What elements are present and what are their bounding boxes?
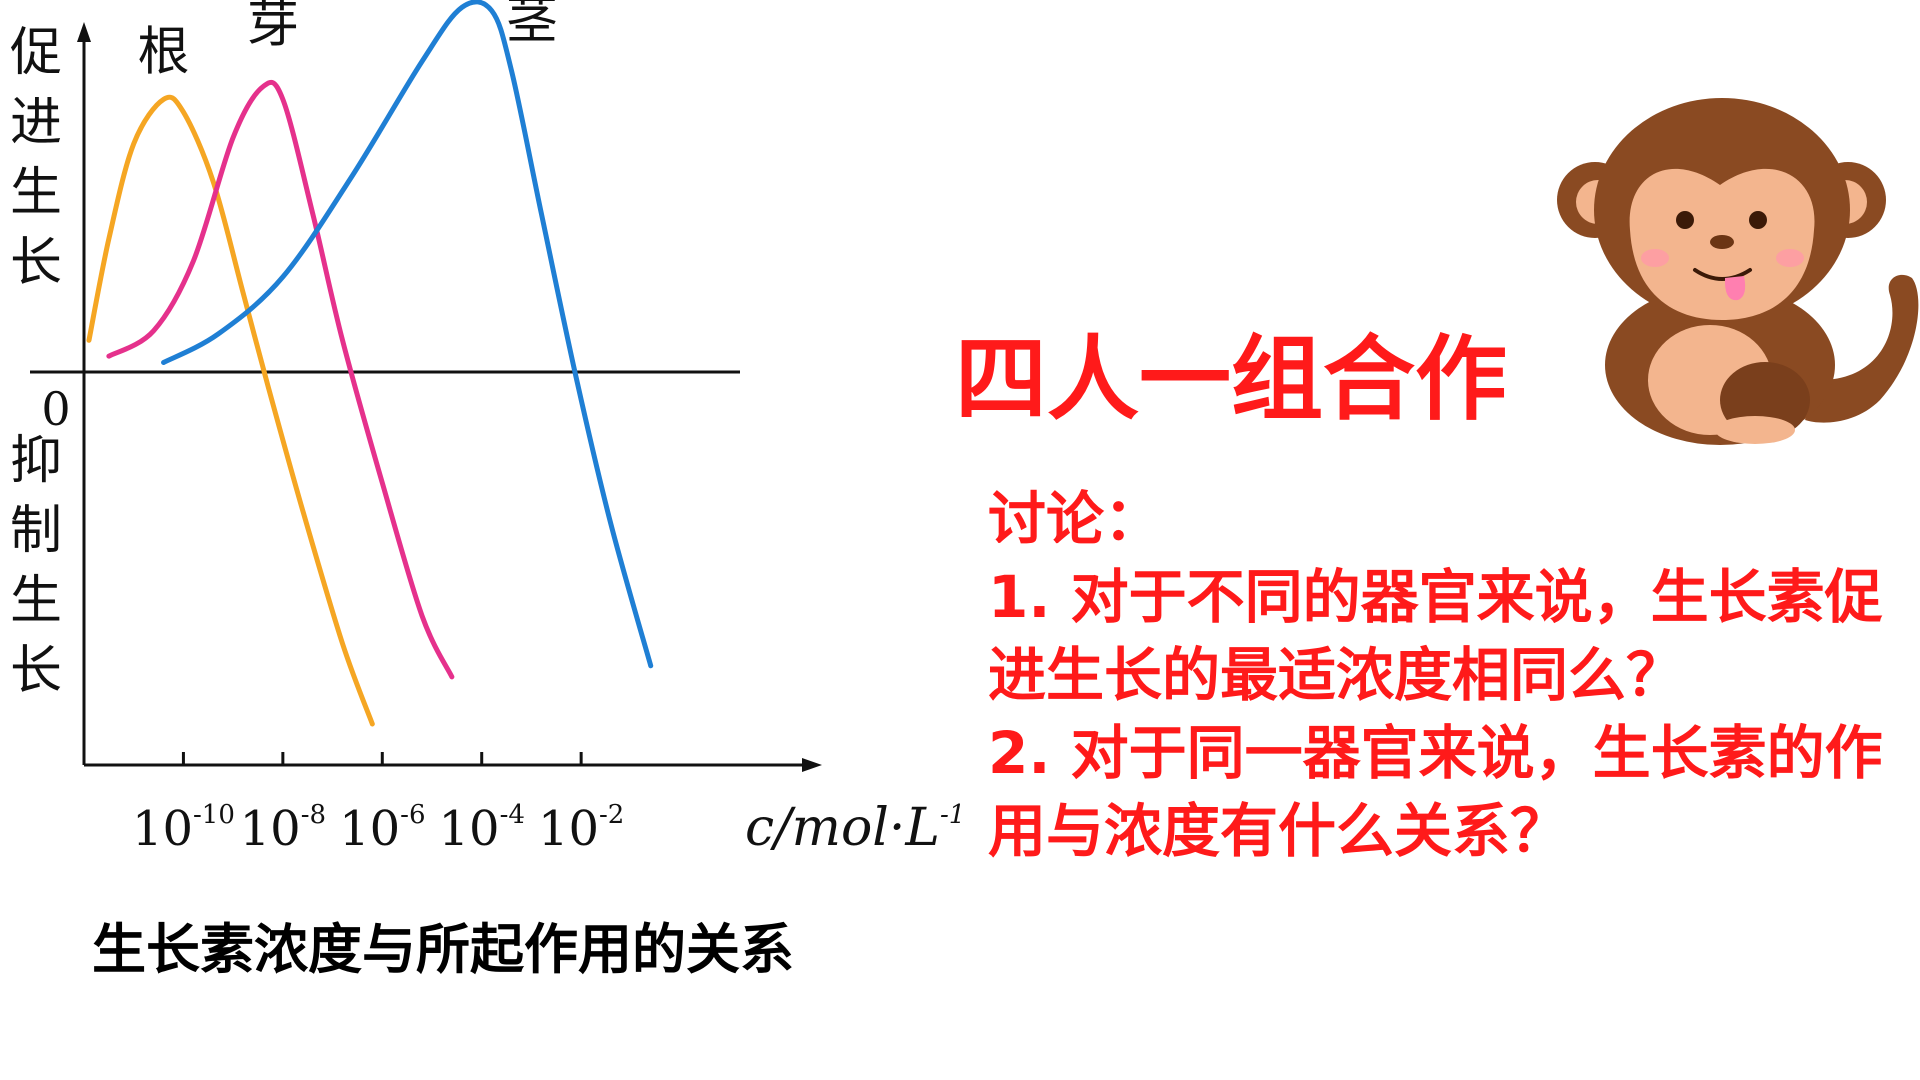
monkey-tongue	[1724, 276, 1746, 301]
y-label-promote: 促进生长	[10, 23, 62, 293]
y-axis-arrow	[77, 22, 91, 42]
y-label-inhibit: 抑制生长	[10, 431, 62, 701]
discussion-block: 讨论： 1. 对于不同的器官来说，生长素促进生长的最适浓度相同么？ 2. 对于同…	[988, 480, 1888, 870]
auxin-concentration-chart: 10-10 10-8 10-6 10-4 10-2 根 芽 茎 促进生长 0 抑制生长 c/…	[10, 0, 960, 858]
y-axis-labels: 促进生长 0 抑制生长	[10, 23, 71, 701]
question-1: 1. 对于不同的器官来说，生长素促进生长的最适浓度相同么？	[988, 563, 1883, 709]
x-tick-label-2: 10-6	[339, 800, 425, 857]
chart-axes	[30, 22, 822, 772]
series-label-2: 茎	[506, 0, 558, 50]
x-ticks: 10-10 10-8 10-6 10-4 10-2	[132, 752, 624, 857]
monkey-tail	[1805, 274, 1919, 423]
series-label-0: 根	[138, 22, 190, 82]
x-tick-label-3: 10-4	[439, 800, 525, 857]
monkey-cheek-right	[1776, 249, 1804, 267]
discussion-title: 讨论：	[988, 485, 1163, 553]
monkey-nose	[1710, 235, 1734, 249]
series-line-1	[106, 79, 455, 680]
monkey-cheek-left	[1641, 249, 1669, 267]
y-label-zero: 0	[41, 382, 70, 436]
x-axis-arrow	[802, 758, 822, 772]
chart-caption: 生长素浓度与所起作用的关系	[92, 918, 794, 981]
question-2: 2. 对于同一器官来说，生长素的作用与浓度有什么关系？	[988, 719, 1883, 865]
series-line-0	[86, 94, 375, 727]
monkey-eye-left	[1676, 211, 1694, 229]
x-tick-label-1: 10-8	[240, 800, 326, 857]
x-tick-label-4: 10-2	[538, 800, 624, 857]
monkey-foot	[1715, 416, 1795, 444]
monkey-eye-right	[1749, 211, 1767, 229]
monkey-mouth	[1693, 268, 1752, 281]
series-layer	[86, 0, 654, 727]
series-line-2	[161, 0, 654, 669]
monkey-illustration	[1557, 98, 1919, 445]
x-tick-label-0: 10-10	[132, 800, 235, 857]
series-label-1: 芽	[247, 0, 299, 55]
group-work-heading: 四人一组合作	[955, 326, 1508, 433]
x-axis-label: c/mol·L-1	[745, 798, 960, 858]
chart-labels: 根芽茎	[138, 0, 558, 82]
